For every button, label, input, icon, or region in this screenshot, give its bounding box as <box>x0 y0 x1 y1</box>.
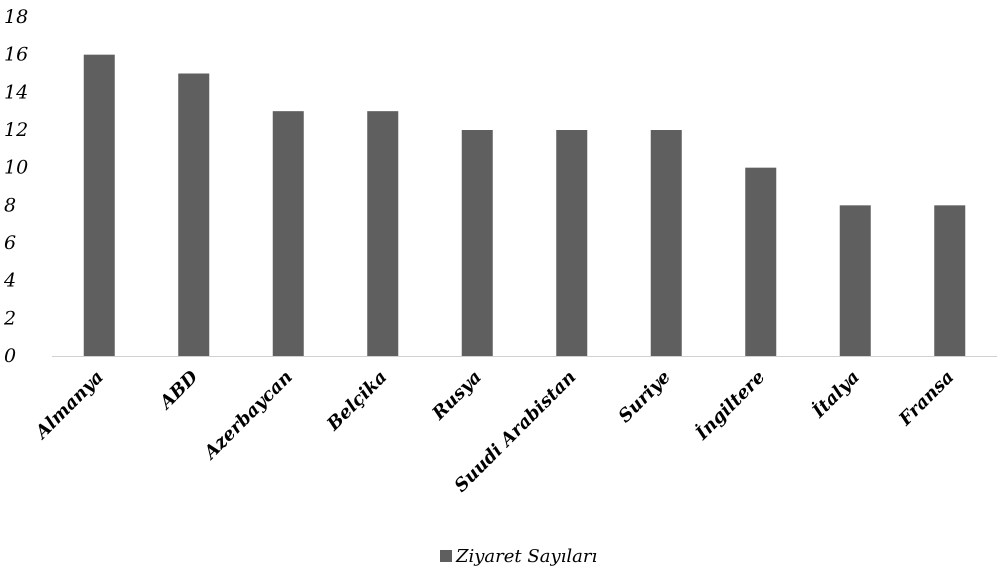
bars <box>83 54 966 357</box>
x-tick-label: Suriye <box>614 367 674 427</box>
legend: Ziyaret Sayıları <box>440 546 597 567</box>
y-tick-label: 18 <box>4 6 28 28</box>
y-axis-ticks: 0 2 4 6 8 10 12 14 16 18 <box>3 6 28 367</box>
bar <box>83 54 115 357</box>
y-tick-label: 6 <box>4 232 16 254</box>
x-tick-label: Belçika <box>322 367 391 436</box>
bar <box>272 111 304 357</box>
y-tick-label: 8 <box>4 194 16 216</box>
x-tick-label: Almanya <box>30 367 108 445</box>
legend-label: Ziyaret Sayıları <box>455 546 597 567</box>
bar <box>461 130 493 356</box>
bar <box>934 205 966 356</box>
x-tick-label: Fransa <box>894 367 958 431</box>
x-tick-label: Azerbaycan <box>199 367 297 465</box>
bar <box>178 73 210 356</box>
bar <box>650 130 682 356</box>
y-tick-label: 12 <box>4 119 28 141</box>
bar <box>745 167 777 356</box>
x-tick-label: Rusya <box>428 367 486 425</box>
y-tick-label: 16 <box>4 44 28 66</box>
x-tick-label: ABD <box>154 366 202 414</box>
legend-swatch <box>440 550 452 562</box>
bar <box>556 130 588 356</box>
y-tick-label: 0 <box>4 345 16 367</box>
x-tick-label: İtalya <box>806 365 864 423</box>
bar <box>839 205 871 356</box>
bar <box>367 111 399 357</box>
x-tick-label: İngiltere <box>690 365 770 445</box>
y-tick-label: 2 <box>3 307 16 329</box>
y-tick-label: 4 <box>3 270 16 292</box>
y-tick-label: 14 <box>4 81 28 103</box>
y-tick-label: 10 <box>4 157 28 179</box>
